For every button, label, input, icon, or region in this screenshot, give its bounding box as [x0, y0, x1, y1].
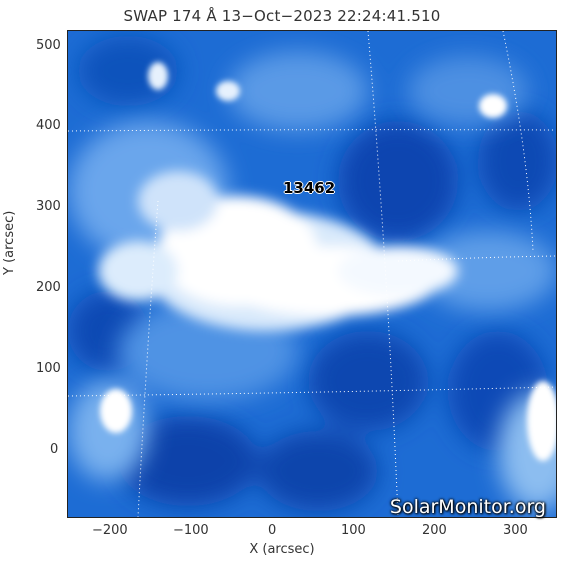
- bright-points: [100, 62, 556, 461]
- active-region-label: 13462: [283, 179, 336, 197]
- x-tick-label: −100: [173, 523, 209, 538]
- x-tick-label: 0: [268, 523, 277, 538]
- x-tick-label: 200: [422, 523, 447, 538]
- y-tick-label: 400: [36, 118, 61, 133]
- x-tick-label: 100: [341, 523, 366, 538]
- solar-image-svg: [68, 31, 556, 517]
- y-tick-label: 0: [50, 442, 59, 457]
- y-tick-label: 500: [36, 38, 61, 53]
- y-tick-label: 100: [36, 361, 61, 376]
- solar-image: 13462: [67, 30, 557, 518]
- y-axis-label: Y (arcsec): [2, 210, 17, 275]
- y-tick-label: 300: [36, 199, 61, 214]
- watermark: SolarMonitor.org: [389, 496, 546, 518]
- coordinate-grid: [68, 31, 556, 517]
- image-title: SWAP 174 Å 13−Oct−2023 22:24:41.510: [123, 7, 441, 25]
- x-tick-label: −200: [92, 523, 128, 538]
- y-tick-label: 200: [36, 280, 61, 295]
- bright-active-region: [98, 171, 458, 331]
- x-tick-label: 300: [503, 523, 528, 538]
- x-axis-label: X (arcsec): [249, 542, 315, 557]
